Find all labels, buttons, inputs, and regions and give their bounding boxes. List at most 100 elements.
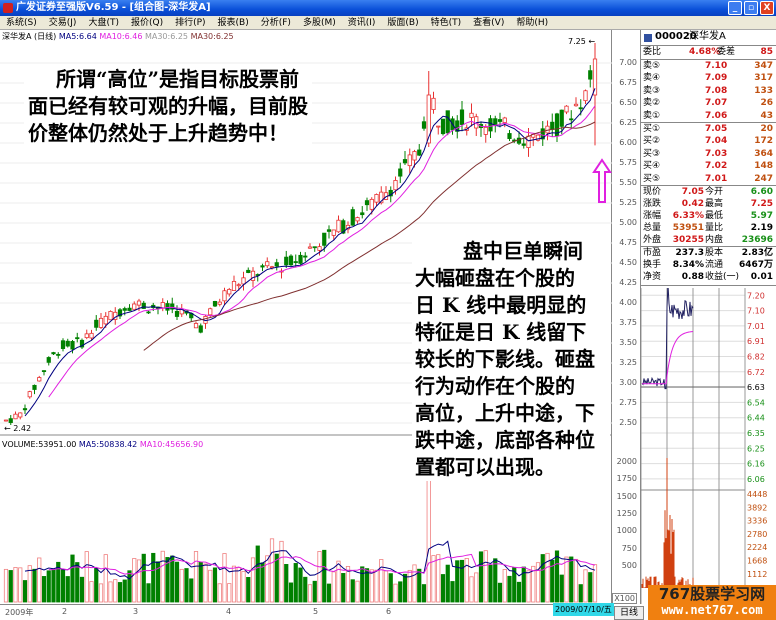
bid-label: 买③ bbox=[643, 148, 661, 159]
candle-body bbox=[298, 254, 303, 264]
restore-button[interactable]: ▫ bbox=[744, 1, 758, 15]
volume-bar bbox=[32, 568, 37, 603]
menu-item[interactable]: 排行(P) bbox=[175, 18, 206, 28]
intraday-volume-tick: 2224 bbox=[747, 543, 767, 552]
candle-body bbox=[569, 118, 574, 121]
volume-bar bbox=[293, 563, 298, 603]
candle-body bbox=[459, 109, 465, 125]
volume-bar bbox=[241, 571, 246, 603]
volume-bar bbox=[298, 567, 303, 603]
menu-item[interactable]: 资讯(I) bbox=[347, 18, 376, 28]
candle-body bbox=[18, 412, 23, 418]
menu-item[interactable]: 特色(T) bbox=[430, 18, 462, 28]
bid-price: 7.01 bbox=[705, 173, 728, 184]
candle-body bbox=[436, 125, 441, 128]
high-value: 7.25 bbox=[568, 37, 586, 46]
candle-body bbox=[284, 256, 289, 266]
volume-bar bbox=[94, 568, 99, 603]
volume-bar bbox=[322, 549, 327, 603]
volume-bar bbox=[445, 564, 450, 603]
volume-bar bbox=[436, 554, 441, 603]
time-tick: 3 bbox=[133, 607, 139, 616]
candle-body bbox=[331, 229, 336, 236]
fund-label: 换手 bbox=[643, 260, 662, 270]
candle-body bbox=[578, 107, 583, 110]
candle-body bbox=[3, 419, 9, 422]
price-tick: 2.75 bbox=[619, 398, 637, 407]
menu-item[interactable]: 交易(J) bbox=[48, 18, 77, 28]
close-button[interactable]: X bbox=[760, 1, 774, 15]
candle-body bbox=[455, 120, 460, 132]
volume-bar bbox=[165, 557, 170, 603]
weicha-value: 85 bbox=[760, 47, 773, 57]
annotation-line: 高位，上升中途，下 bbox=[415, 401, 595, 425]
menu-item[interactable]: 大盘(T) bbox=[88, 18, 119, 28]
volume-bar bbox=[478, 551, 484, 603]
candle-body bbox=[364, 200, 370, 206]
volume-bar bbox=[184, 568, 189, 603]
candle-body bbox=[407, 154, 412, 167]
volume-bar bbox=[203, 563, 208, 603]
candle-body bbox=[483, 126, 488, 135]
annotation-right: 盘中巨单瞬间 大幅砸盘在个股的日 K 线中最明显的 特征是日 K 线留下 较长的下影线… bbox=[412, 238, 610, 481]
bid-volume: 364 bbox=[754, 148, 773, 159]
volume-bar bbox=[193, 551, 199, 603]
volume-bar bbox=[151, 552, 156, 603]
candle-body bbox=[402, 159, 408, 164]
menu-item[interactable]: 多股(M) bbox=[302, 18, 336, 28]
fund-value: 8.34% bbox=[672, 260, 704, 270]
menu-item[interactable]: 系统(S) bbox=[6, 18, 37, 28]
menu-item[interactable]: 帮助(H) bbox=[516, 18, 549, 28]
volume-bar bbox=[265, 555, 270, 603]
stock-name: 深华发A bbox=[689, 31, 726, 42]
ask-volume: 26 bbox=[760, 98, 773, 109]
volume-bar bbox=[421, 584, 427, 603]
stock-code: 000020 bbox=[655, 31, 697, 42]
quote-row: 买③ 7.03 364 bbox=[641, 148, 776, 160]
intraday-svg: 7.297.207.107.016.916.826.726.636.546.44… bbox=[640, 276, 767, 604]
bid-price: 7.04 bbox=[705, 136, 728, 147]
menu-item[interactable]: 查看(V) bbox=[473, 18, 505, 28]
stat-value: 5.97 bbox=[750, 211, 773, 221]
menu-item[interactable]: 分析(F) bbox=[260, 18, 291, 28]
volume-bar bbox=[75, 562, 80, 603]
minimize-button[interactable]: _ bbox=[728, 1, 742, 15]
volume-bar bbox=[108, 581, 113, 603]
divider bbox=[641, 246, 776, 247]
volume-legend: VOLUME:53951.00 MA5:50838.42 MA10:45656.… bbox=[2, 440, 203, 449]
candle-body bbox=[193, 323, 199, 329]
volume-bar bbox=[51, 568, 56, 603]
tab-daily[interactable]: 日线 bbox=[614, 606, 644, 620]
stat-label: 最低 bbox=[705, 211, 724, 221]
stat-label: 现价 bbox=[643, 187, 662, 197]
intraday-chart[interactable]: 7.297.207.107.016.916.826.726.636.546.44… bbox=[640, 276, 776, 604]
candle-body bbox=[573, 103, 579, 107]
quote-row: 总量 53951 量比 2.19 bbox=[641, 222, 776, 234]
menu-item[interactable]: 版面(B) bbox=[387, 18, 419, 28]
candle-body bbox=[303, 255, 308, 258]
volume-unit: X100 bbox=[612, 593, 637, 604]
volume-bar bbox=[127, 570, 132, 603]
candle-body bbox=[94, 319, 99, 328]
time-tick: 4 bbox=[226, 607, 232, 616]
candle-body bbox=[559, 109, 564, 127]
candle-body bbox=[421, 121, 427, 129]
volume-bar bbox=[56, 561, 61, 603]
candle-body bbox=[526, 135, 531, 148]
candle-body bbox=[288, 255, 294, 266]
candle-body bbox=[141, 302, 146, 309]
menu-item[interactable]: 报表(B) bbox=[217, 18, 249, 28]
candle-body bbox=[89, 332, 94, 339]
candle-body bbox=[469, 112, 474, 118]
candle-body bbox=[341, 220, 346, 234]
volume-bar bbox=[231, 565, 237, 603]
candle-body bbox=[65, 340, 70, 347]
price-tick: 6.75 bbox=[619, 78, 637, 87]
stat-value: 6.33% bbox=[672, 211, 704, 221]
menu-item[interactable]: 报价(Q) bbox=[130, 18, 164, 28]
price-tick: 6.00 bbox=[619, 138, 637, 147]
ma30-label: MA30:6.25 bbox=[144, 32, 189, 41]
candle-body bbox=[307, 246, 313, 249]
volume-bar bbox=[364, 568, 370, 603]
bid-volume: 172 bbox=[754, 136, 773, 147]
